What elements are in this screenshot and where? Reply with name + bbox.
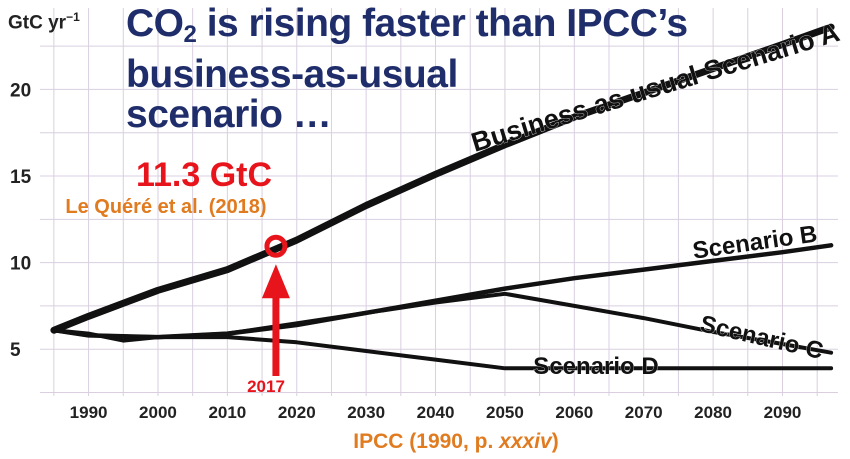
y-axis-unit: GtC yr−1	[8, 10, 80, 34]
x-tick-label: 2070	[625, 403, 663, 422]
x-tick-label: 2090	[764, 403, 802, 422]
y-tick-label: 10	[10, 254, 31, 275]
x-tick-label: 2040	[417, 403, 455, 422]
y-axis-unit-base: GtC yr	[8, 12, 67, 34]
highlight-year-label: 2017	[247, 377, 285, 396]
highlight-value-label: 11.3 GtC	[136, 156, 272, 194]
observation-marker	[261, 234, 290, 376]
series-label: Scenario B	[691, 220, 819, 264]
y-tick-label: 5	[10, 340, 21, 361]
title-co: CO	[126, 2, 184, 45]
x-tick-label: 1990	[70, 403, 108, 422]
x-tick-label: 2010	[208, 403, 246, 422]
series-line	[50, 23, 835, 334]
observation-point	[264, 234, 288, 258]
y-axis: 5 10 15 20	[10, 80, 32, 361]
title-line-2: business-as-usual	[126, 53, 458, 96]
series-line	[51, 328, 834, 371]
source-caption-italic: xxxiv	[498, 430, 553, 453]
chart-series	[50, 23, 835, 371]
x-tick-label: 2030	[347, 403, 385, 422]
y-axis-unit-exponent: −1	[66, 10, 80, 24]
x-tick-label: 2080	[694, 403, 732, 422]
title-rest: is rising faster than IPCC’s	[196, 2, 688, 45]
arrow-head	[261, 264, 290, 299]
x-tick-label: 2020	[278, 403, 316, 422]
chart-title: CO2 is rising faster than IPCC’s busines…	[126, 4, 688, 135]
title-line-1: CO2 is rising faster than IPCC’s	[126, 4, 688, 55]
x-tick-label: 2050	[486, 403, 524, 422]
source-caption-suffix: )	[552, 430, 559, 453]
source-caption-prefix: IPCC (1990, p.	[353, 430, 499, 453]
x-axis: 1990 2000 2010 2020 2030 2040 2050 2060 2070 2080…	[70, 403, 802, 422]
series-label: Scenario C	[698, 310, 826, 365]
y-tick-label: 15	[10, 167, 32, 188]
highlight-source-label: Le Quéré et al. (2018)	[65, 196, 266, 218]
arrow-shaft	[272, 292, 280, 376]
x-tick-label: 2000	[139, 403, 177, 422]
title-line-3: scenario …	[126, 93, 332, 136]
title-subscript: 2	[183, 21, 197, 48]
source-caption: IPCC (1990, p. xxxiv)	[353, 430, 558, 453]
chart-grid	[40, 8, 838, 396]
series-label: Scenario D	[533, 353, 658, 380]
y-tick-label: 20	[10, 80, 31, 101]
x-tick-label: 2060	[555, 403, 593, 422]
